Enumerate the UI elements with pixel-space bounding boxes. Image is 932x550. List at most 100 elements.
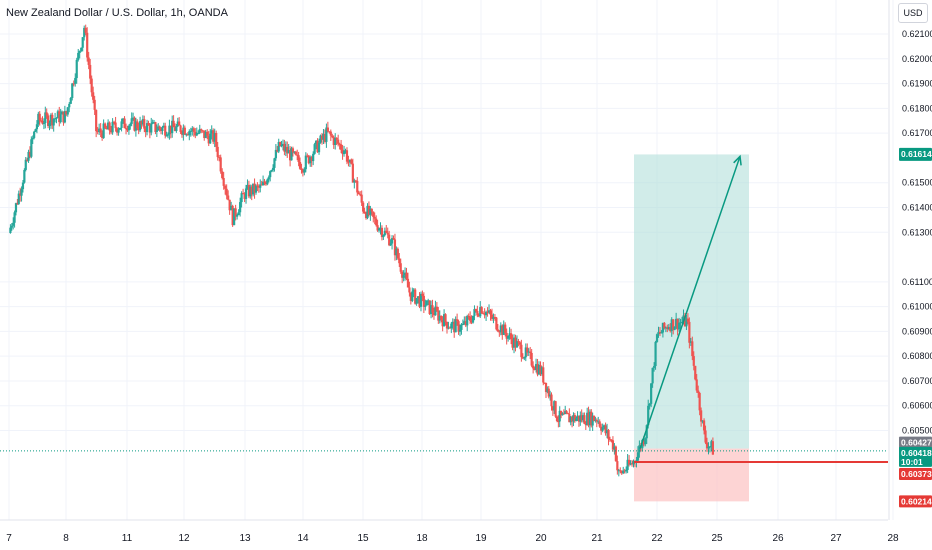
candle-body [402, 275, 405, 278]
candle-body [77, 52, 80, 60]
x-tick-label: 18 [416, 533, 428, 544]
candle-body [215, 132, 218, 147]
candle-body [564, 411, 567, 415]
candle-body [86, 32, 89, 58]
candle-body [667, 326, 670, 330]
close-price-label-bg [899, 436, 932, 449]
candle-body [313, 144, 316, 154]
candle-body [52, 118, 55, 126]
candle-body [613, 446, 616, 450]
candle-body [586, 412, 589, 426]
candle-body [118, 127, 122, 130]
candle-body [277, 142, 280, 152]
y-tick-label: 0.60700 [902, 376, 932, 386]
candle-body [673, 326, 676, 330]
candle-body [623, 470, 626, 472]
candle-body [325, 127, 328, 142]
candle-body [194, 131, 197, 136]
candle-body [123, 118, 126, 129]
candle-body [224, 185, 227, 189]
y-tick-label: 0.61000 [902, 302, 932, 312]
candle-body [105, 127, 108, 130]
y-tick-label: 0.61800 [902, 103, 932, 113]
candle-body [557, 421, 560, 423]
candle-body [607, 429, 610, 440]
current-price-label-text: 0.60418 [901, 448, 932, 458]
candle-body [19, 193, 22, 196]
candle-body [657, 331, 660, 335]
candle-body [651, 367, 654, 384]
position-zones[interactable] [634, 154, 749, 502]
candle-body [647, 405, 650, 426]
candle-body [59, 114, 62, 123]
candle-body [560, 410, 563, 416]
candle-body [204, 131, 207, 138]
candle-body [542, 367, 545, 383]
candle-body [512, 337, 516, 348]
candle-body [218, 157, 221, 159]
drawing-overlay[interactable] [0, 154, 888, 463]
candle-body [604, 425, 607, 434]
candle-body [344, 150, 347, 152]
candle-body [369, 208, 372, 215]
x-tick-label: 21 [591, 533, 603, 544]
candle-body [263, 181, 266, 183]
candle-body [191, 128, 194, 131]
candle-body [58, 111, 61, 123]
currency-button[interactable]: USD [898, 3, 928, 23]
candle-body [243, 194, 246, 199]
candle-body [616, 461, 619, 471]
candle-body [428, 300, 431, 314]
time-axis[interactable]: 7 8 11 12 13 14 15 18 19 20 21 22 25 26 27 28 [0, 519, 899, 544]
candle-body [411, 291, 414, 301]
candle-body [379, 227, 382, 229]
candle-body [96, 131, 99, 133]
candle-body [385, 230, 388, 233]
candle-body [464, 321, 467, 326]
candle-body [555, 416, 559, 422]
y-tick-label: 0.61100 [902, 277, 932, 287]
candle-body [614, 446, 617, 462]
candle-body [442, 314, 446, 327]
candle-body [154, 122, 157, 132]
candle-body [471, 315, 475, 323]
candle-body [155, 130, 158, 132]
candle-body [136, 121, 139, 129]
candle-body [642, 440, 645, 445]
candle-body [44, 112, 47, 124]
candle-body [629, 463, 632, 465]
candle-body [298, 162, 302, 169]
candle-body [386, 232, 389, 235]
candle-body [334, 137, 337, 145]
candle-body [625, 469, 628, 472]
candle-body [178, 121, 181, 126]
candle-body [680, 322, 684, 324]
candle-body [473, 309, 476, 316]
candle-body [685, 318, 688, 327]
candle-body [655, 334, 659, 342]
candle-body [51, 114, 54, 126]
candle-body [90, 78, 93, 93]
candle-body [271, 167, 275, 171]
candle-body [45, 112, 48, 116]
candle-body [403, 272, 407, 276]
candle-body [53, 118, 57, 120]
candle-body [450, 323, 453, 329]
candle-body [425, 300, 428, 306]
candle-body [297, 155, 300, 163]
candle-body [110, 130, 113, 133]
y-tick-label: 0.61400 [902, 202, 932, 212]
candle-body [523, 357, 526, 359]
candle-body [367, 205, 371, 215]
candle-body [300, 168, 303, 170]
candle-body [124, 128, 128, 130]
candle-body [127, 125, 131, 131]
price-axis[interactable]: 0.62100 0.62000 0.61900 0.61800 0.61700 0.615… [888, 0, 932, 520]
candle-body [158, 126, 161, 129]
candle-body [603, 425, 606, 428]
candle-body [641, 440, 644, 449]
candle-body [382, 235, 385, 238]
candle-body [573, 415, 576, 421]
candle-body [489, 310, 492, 315]
